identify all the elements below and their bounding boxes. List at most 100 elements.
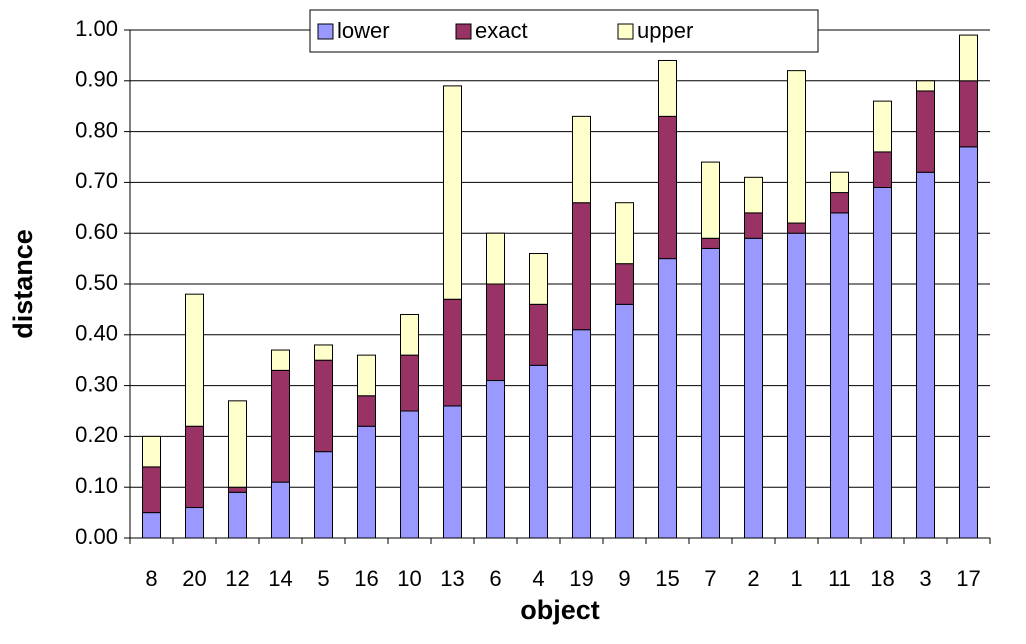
x-tick-label: 10 xyxy=(397,566,421,591)
bar-segment xyxy=(185,425,204,509)
bar-segment xyxy=(701,237,720,249)
x-tick-label: 8 xyxy=(145,566,157,591)
x-tick-label: 17 xyxy=(956,566,980,591)
x-tick-label: 1 xyxy=(790,566,802,591)
bar-segment xyxy=(400,313,419,356)
y-tick-label: 1.00 xyxy=(75,16,118,41)
bar-segment xyxy=(572,329,591,539)
bar-segment xyxy=(529,303,548,366)
x-tick-label: 12 xyxy=(225,566,249,591)
x-tick-label: 7 xyxy=(704,566,716,591)
y-tick-label: 0.90 xyxy=(75,67,118,92)
bar-segment xyxy=(228,400,247,488)
legend-label: exact xyxy=(475,18,528,43)
bar-segment xyxy=(314,451,333,539)
bar-segment xyxy=(959,80,978,148)
bar-segment xyxy=(185,507,204,539)
bar-segment xyxy=(486,283,505,382)
x-tick-label: 14 xyxy=(268,566,292,591)
bar-segment xyxy=(443,298,462,407)
x-tick-label: 15 xyxy=(655,566,679,591)
bar-segment xyxy=(572,202,591,331)
y-tick-label: 0.50 xyxy=(75,270,118,295)
bar-segment xyxy=(529,364,548,539)
y-tick-label: 0.30 xyxy=(75,371,118,396)
bar-segment xyxy=(400,354,419,412)
x-tick-label: 9 xyxy=(618,566,630,591)
bar-segment xyxy=(228,491,247,539)
bar-segment xyxy=(658,258,677,539)
bar-segment xyxy=(873,151,892,188)
bar-segment xyxy=(271,481,290,539)
bar-segment xyxy=(486,232,505,285)
y-tick-label: 0.10 xyxy=(75,473,118,498)
bar-segment xyxy=(443,405,462,539)
x-tick-label: 2 xyxy=(747,566,759,591)
x-tick-label: 6 xyxy=(489,566,501,591)
legend-box xyxy=(309,9,819,53)
bar-segment xyxy=(787,222,806,234)
bar-segment xyxy=(916,80,935,92)
bar-segment xyxy=(744,212,763,239)
bar-segment xyxy=(572,115,591,204)
bar-segment xyxy=(357,425,376,539)
y-tick-label: 0.80 xyxy=(75,117,118,142)
bar-segment xyxy=(142,466,161,514)
bar-segment xyxy=(787,232,806,539)
bar-segment xyxy=(142,512,161,539)
bar-segment xyxy=(701,247,720,539)
x-tick-label: 18 xyxy=(870,566,894,591)
bar-segment xyxy=(830,212,849,539)
bar-segment xyxy=(357,354,376,397)
bar-segment xyxy=(443,85,462,300)
x-tick-label: 20 xyxy=(182,566,206,591)
bar-segment xyxy=(486,380,505,539)
bar-segment xyxy=(615,202,634,265)
bar-segment xyxy=(615,263,634,305)
bar-segment xyxy=(658,59,677,117)
legend-swatch xyxy=(317,23,334,40)
y-tick-label: 0.60 xyxy=(75,219,118,244)
legend-swatch xyxy=(455,23,472,40)
x-tick-label: 5 xyxy=(317,566,329,591)
bar-segment xyxy=(830,171,849,194)
x-tick-label: 16 xyxy=(354,566,378,591)
y-axis-label: distance xyxy=(8,229,38,339)
bar-segment xyxy=(185,293,204,427)
bar-segment xyxy=(400,410,419,539)
bar-segment xyxy=(314,359,333,453)
y-tick-label: 0.70 xyxy=(75,168,118,193)
bar-segment xyxy=(787,70,806,224)
bar-segment xyxy=(142,435,161,468)
x-axis-label: object xyxy=(520,595,600,625)
y-tick-label: 0.00 xyxy=(75,524,118,549)
legend-swatch xyxy=(617,23,634,40)
bar-segment xyxy=(271,349,290,371)
bar-segment xyxy=(271,369,290,483)
legend-label: upper xyxy=(637,18,693,43)
x-tick-label: 11 xyxy=(828,566,851,591)
x-tick-label: 3 xyxy=(919,566,931,591)
y-tick-label: 0.40 xyxy=(75,321,118,346)
y-tick-label: 0.20 xyxy=(75,422,118,447)
bar-segment xyxy=(959,146,978,539)
x-tick-label: 19 xyxy=(569,566,593,591)
bar-segment xyxy=(959,34,978,82)
bar-segment xyxy=(830,192,849,214)
bar-segment xyxy=(658,115,677,260)
x-tick-label: 13 xyxy=(440,566,464,591)
bar-segment xyxy=(529,253,548,305)
bar-segment xyxy=(744,237,763,539)
bar-segment xyxy=(228,486,247,493)
bar-segment xyxy=(357,395,376,427)
bar-segment xyxy=(314,344,333,361)
legend-label: lower xyxy=(337,18,390,43)
x-tick-label: 4 xyxy=(532,566,544,591)
bar-segment xyxy=(615,303,634,539)
bar-segment xyxy=(916,90,935,173)
bar-segment xyxy=(873,186,892,539)
bar-segment xyxy=(744,176,763,214)
bar-segment xyxy=(916,171,935,539)
bar-segment xyxy=(873,100,892,153)
